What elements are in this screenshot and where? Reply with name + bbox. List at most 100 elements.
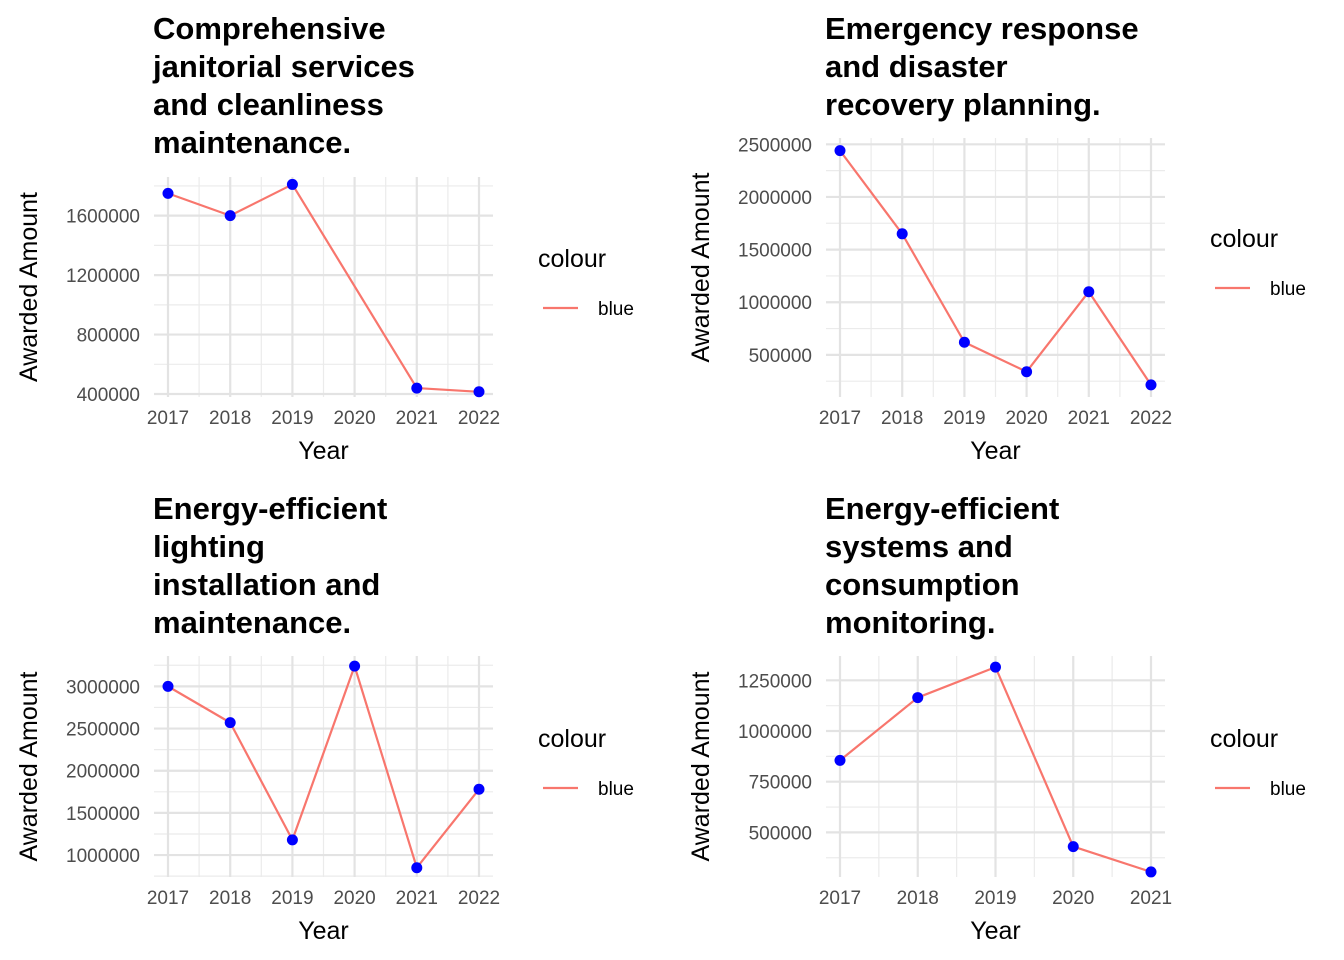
chart-title-line: and disaster [825,49,1008,84]
data-point [958,336,970,348]
chart-title-line: recovery planning. [825,87,1101,122]
series-line [839,149,1152,386]
data-point [990,661,1001,673]
chart-title-line: Comprehensive [153,11,386,46]
y-tick-label: 1500000 [66,804,140,825]
chart-title-line: maintenance. [153,605,352,640]
legend-title: colour [538,245,606,273]
x-tick-label: 2017 [147,888,189,909]
y-tick-label: 1000000 [66,846,140,867]
gridlines [826,138,1165,397]
x-tick-label: 2019 [271,408,313,429]
y-tick-label: 1000000 [738,293,812,314]
legend-label: blue [1270,279,1306,300]
chart-title-line: systems and [825,529,1013,564]
data-point [473,783,485,795]
data-point [349,660,361,672]
chart-title-line: Energy-efficient [825,491,1060,526]
x-tick-label: 2018 [897,888,939,909]
data-point [162,187,174,199]
data-point [224,210,236,222]
gridlines [826,656,1165,877]
data-point [1067,841,1079,853]
chart-panel-lighting: 1000000 1500000 2000000 2500000 3000000 2017 2… [0,480,672,960]
chart-panel-systems: 500000 750000 1000000 1250000 2017 2018 2019 20… [672,480,1344,960]
data-point [411,382,423,394]
legend-label: blue [1270,779,1306,800]
x-tick-label: 2017 [819,408,861,429]
x-tick-label: 2021 [396,408,438,429]
y-tick-label: 1600000 [66,207,140,228]
y-tick-label: 400000 [77,385,140,406]
data-point [286,178,298,190]
y-tick-label: 2500000 [66,720,140,741]
x-axis-label: Year [298,917,349,945]
y-tick-label: 750000 [749,773,812,794]
chart-title-line: janitorial services [153,49,415,84]
gridlines [154,177,493,397]
chart-title: Energy-efficient lighting installation a… [153,490,473,642]
x-tick-label: 2019 [943,408,985,429]
chart-svg: 500000 750000 1000000 1250000 2017 2018 2019 20… [687,656,1306,945]
chart-svg: 500000 1000000 1500000 2000000 2500000 2017 20… [687,135,1306,465]
x-tick-label: 2017 [147,408,189,429]
gridlines [154,656,493,877]
x-tick-label: 2018 [209,888,251,909]
chart-title: Energy-efficient systems and consumption… [825,490,1145,642]
y-axis-label: Awarded Amount [15,671,43,861]
y-tick-label: 1000000 [738,722,812,743]
chart-svg: 1000000 1500000 2000000 2500000 3000000 2017 2… [15,656,634,945]
y-tick-label: 2500000 [738,135,812,156]
y-tick-label: 3000000 [66,677,140,698]
x-tick-label: 2017 [819,888,861,909]
data-point [896,228,908,240]
chart-title-line: and cleanliness [153,87,384,122]
data-point [1083,286,1095,298]
x-tick-label: 2020 [1052,888,1094,909]
y-tick-label: 1500000 [738,241,812,262]
chart-title-line: consumption [825,567,1020,602]
y-tick-label: 2000000 [738,188,812,209]
y-tick-label: 1250000 [738,671,812,692]
data-point [1021,366,1033,378]
chart-title-line: monitoring. [825,605,996,640]
x-tick-label: 2020 [333,888,375,909]
x-tick-label: 2021 [1068,408,1110,429]
data-point [1145,379,1157,391]
data-point [912,692,924,704]
x-tick-label: 2019 [271,888,313,909]
x-tick-label: 2020 [333,408,375,429]
data-point [834,145,846,157]
y-tick-label: 2000000 [66,762,140,783]
x-tick-label: 2021 [1130,888,1172,909]
y-axis-label: Awarded Amount [687,172,715,362]
chart-title: Comprehensive janitorial services and cl… [153,10,473,162]
chart-title-line: Energy-efficient [153,491,388,526]
legend-label: blue [598,299,634,320]
data-point [473,386,485,398]
x-tick-label: 2022 [1130,408,1172,429]
x-tick-label: 2019 [974,888,1016,909]
chart-title-line: installation and [153,567,381,602]
legend-title: colour [538,725,606,753]
x-tick-label: 2021 [396,888,438,909]
series-line [167,665,480,869]
x-tick-label: 2020 [1005,408,1047,429]
y-tick-label: 800000 [77,326,140,347]
x-axis-label: Year [970,437,1021,465]
data-point [162,680,174,692]
x-tick-label: 2018 [881,408,923,429]
data-point [411,862,423,874]
y-tick-label: 1200000 [66,266,140,287]
data-point [224,717,236,729]
chart-title-line: Emergency response [825,11,1139,46]
chart-title: Emergency response and disaster recovery… [825,10,1145,124]
legend-title: colour [1210,225,1278,253]
data-point [1145,866,1157,878]
x-tick-label: 2022 [458,888,500,909]
chart-svg: 400000 800000 1200000 1600000 2017 2018 2019 20… [15,177,634,465]
y-axis-label: Awarded Amount [687,671,715,861]
y-tick-label: 500000 [749,823,812,844]
chart-title-line: maintenance. [153,125,352,160]
y-axis-label: Awarded Amount [15,192,43,382]
